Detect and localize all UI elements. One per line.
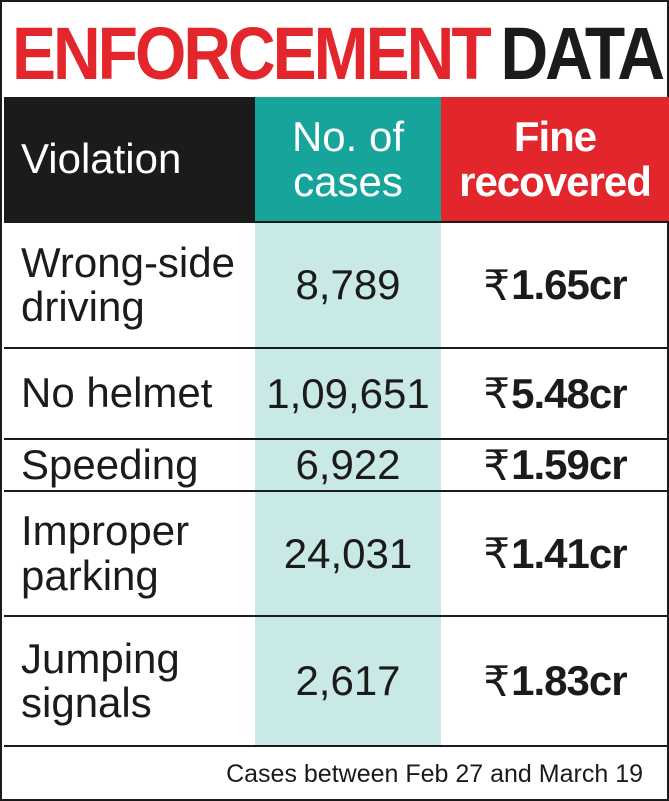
fine-recovered-cell: ₹1.59cr	[441, 440, 669, 490]
violation-label: No helmet	[21, 369, 213, 417]
header-fine-recovered: Fine recovered	[441, 97, 669, 221]
cases-value: 2,617	[295, 657, 401, 704]
title-part-enforcement: ENFORCEMENT	[12, 11, 492, 95]
violation-cell: Improper parking	[4, 492, 255, 615]
violation-label: Wrong-side driving	[21, 238, 235, 330]
violation-label: Improper parking	[21, 507, 190, 599]
header-fine-recovered-label: Fine recovered	[459, 112, 652, 205]
cases-value: 8,789	[295, 261, 401, 308]
fine-recovered-cell: ₹1.83cr	[441, 617, 669, 745]
cases-column-band	[255, 221, 441, 745]
rupee-symbol: ₹	[483, 370, 511, 417]
header-violation: Violation	[4, 97, 255, 221]
table-row: Wrong-side driving 8,789 ₹1.65cr	[4, 221, 669, 347]
rupee-symbol: ₹	[483, 657, 511, 705]
rupee-symbol: ₹	[483, 261, 511, 309]
enforcement-table: Violation No. of cases Fine recovered Wron…	[4, 97, 669, 745]
cases-value: 6,922	[295, 441, 401, 488]
fine-value: 1.59cr	[511, 441, 627, 488]
table-row: Speeding 6,922 ₹1.59cr	[4, 438, 669, 490]
fine-value: 1.41cr	[511, 529, 627, 577]
table-row: Jumping signals 2,617 ₹1.83cr	[4, 615, 669, 745]
violation-label: Speeding	[21, 440, 199, 488]
footnote: Cases between Feb 27 and March 19	[4, 745, 669, 801]
table-row: No helmet 1,09,651 ₹5.48cr	[4, 347, 669, 438]
title-part-data: DATA	[500, 11, 665, 95]
table-row: Improper parking 24,031 ₹1.41cr	[4, 490, 669, 615]
header-no-of-cases: No. of cases	[255, 97, 441, 221]
violation-cell: Wrong-side driving	[4, 223, 255, 347]
cases-value: 1,09,651	[266, 369, 430, 417]
fine-value: 5.48cr	[511, 369, 627, 417]
fine-value: 1.83cr	[511, 657, 627, 704]
fine-value: 1.65cr	[511, 261, 627, 308]
violation-label: Jumping signals	[21, 634, 180, 726]
rupee-symbol: ₹	[483, 530, 511, 577]
violation-cell: No helmet	[4, 349, 255, 438]
fine-recovered-cell: ₹1.41cr	[441, 492, 669, 615]
header-no-of-cases-label: No. of cases	[291, 112, 405, 205]
rupee-symbol: ₹	[483, 441, 511, 489]
violation-cell: Jumping signals	[4, 617, 255, 745]
infographic-title: ENFORCEMENT DATA	[12, 5, 665, 101]
fine-recovered-cell: ₹5.48cr	[441, 349, 669, 438]
cases-value: 24,031	[283, 529, 413, 577]
fine-recovered-cell: ₹1.65cr	[441, 223, 669, 347]
violation-cell: Speeding	[4, 440, 255, 490]
